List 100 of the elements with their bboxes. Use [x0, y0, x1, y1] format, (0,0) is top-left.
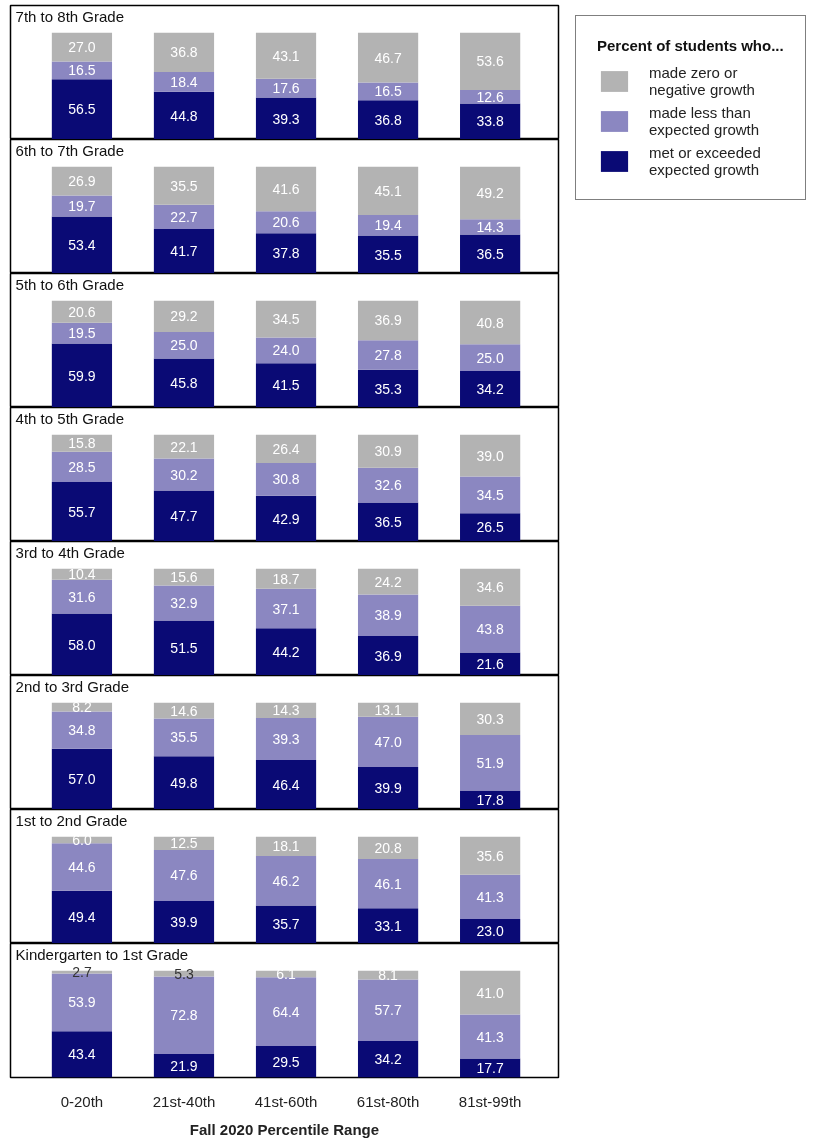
data-label: 37.8	[272, 245, 300, 262]
data-label: 26.5	[476, 519, 504, 536]
data-label: 58.0	[68, 636, 96, 653]
data-label: 36.9	[374, 312, 402, 329]
bar	[255, 856, 317, 906]
data-label: 27.8	[374, 346, 402, 363]
data-label: 17.7	[476, 1060, 504, 1077]
data-label: 53.9	[68, 994, 96, 1011]
data-label: 32.9	[170, 594, 198, 611]
data-label: 47.0	[374, 733, 402, 750]
bar	[255, 32, 317, 79]
data-label: 19.7	[68, 197, 96, 214]
data-label: 59.9	[68, 367, 96, 384]
data-label: 30.9	[374, 443, 402, 460]
data-label: 39.3	[272, 730, 300, 747]
data-label: 46.4	[272, 776, 300, 793]
bar	[51, 890, 113, 943]
data-label: 22.7	[170, 208, 198, 225]
data-label: 57.0	[68, 771, 96, 788]
data-label: 2.7	[72, 964, 92, 981]
data-label: 30.8	[272, 471, 300, 488]
legend-label: made zero or negative growth	[649, 64, 755, 98]
data-label: 35.6	[476, 847, 504, 864]
data-label: 29.2	[170, 308, 198, 325]
bar	[51, 216, 113, 273]
bar	[460, 166, 521, 220]
bar	[357, 166, 419, 215]
data-label: 19.4	[374, 217, 402, 234]
bar	[357, 214, 419, 236]
bar	[460, 513, 521, 541]
data-label: 24.2	[374, 573, 402, 590]
data-label: 49.8	[170, 774, 198, 791]
data-label: 72.8	[170, 1007, 198, 1024]
data-label: 38.9	[374, 607, 402, 624]
bar	[460, 735, 521, 791]
data-label: 34.5	[272, 311, 300, 328]
bar	[357, 636, 419, 675]
bar	[255, 1046, 317, 1078]
data-label: 8.2	[72, 699, 92, 716]
bar	[51, 451, 113, 483]
bar	[51, 482, 113, 541]
data-label: 40.8	[476, 314, 504, 331]
bar	[357, 434, 419, 468]
data-label: 41.7	[170, 243, 198, 260]
data-label: 35.5	[170, 729, 198, 746]
data-label: 34.2	[476, 381, 504, 398]
bar	[255, 568, 317, 589]
bar	[357, 32, 419, 83]
bar	[460, 970, 521, 1015]
bar	[153, 756, 215, 809]
data-label: 12.5	[170, 835, 198, 852]
data-label: 34.2	[374, 1051, 402, 1068]
data-label: 44.2	[272, 643, 300, 660]
bar	[255, 97, 317, 139]
chart-title: 4th to 5th Grade	[15, 409, 125, 427]
chart-title: 6th to 7th Grade	[15, 141, 125, 159]
data-label: 44.6	[68, 858, 96, 875]
legend-label: met or exceeded expected growth	[649, 144, 761, 178]
bar	[153, 458, 215, 491]
bar	[51, 195, 113, 217]
data-label: 14.3	[476, 218, 504, 235]
x-tick-label: 41st-60th	[254, 1092, 318, 1110]
data-label: 34.6	[476, 579, 504, 596]
data-label: 36.8	[170, 44, 198, 61]
bar	[153, 620, 215, 675]
legend-label: made less than expected growth	[649, 104, 760, 138]
bar	[51, 79, 113, 139]
bar	[460, 476, 521, 514]
bar	[255, 233, 317, 273]
data-label: 46.7	[374, 49, 402, 66]
data-label: 57.7	[374, 1002, 402, 1019]
data-label: 14.6	[170, 702, 198, 719]
data-label: 17.6	[272, 80, 300, 97]
data-label: 18.7	[272, 570, 300, 587]
data-label: 19.5	[68, 325, 96, 342]
data-label: 43.4	[68, 1046, 96, 1063]
data-label: 15.8	[68, 435, 96, 452]
bar	[460, 103, 521, 139]
bar	[255, 495, 317, 541]
bar	[153, 32, 215, 73]
bar	[255, 977, 317, 1046]
bar	[255, 759, 317, 809]
bar	[255, 718, 317, 760]
data-label: 25.0	[476, 349, 504, 366]
data-label: 35.7	[272, 916, 300, 933]
x-axis-title: Fall 2020 Percentile Range	[189, 1120, 380, 1138]
x-tick-label: 61st-80th	[356, 1092, 420, 1110]
bar	[357, 594, 419, 637]
bar	[51, 843, 113, 891]
data-label: 26.9	[68, 173, 96, 190]
bar	[357, 300, 419, 341]
bar	[51, 613, 113, 675]
bar	[357, 340, 419, 370]
data-label: 17.8	[476, 792, 504, 808]
bar	[357, 467, 419, 503]
data-label: 35.5	[170, 177, 198, 194]
bar	[460, 370, 521, 407]
bar	[255, 300, 317, 338]
data-label: 53.6	[476, 53, 504, 70]
bar	[153, 300, 215, 332]
